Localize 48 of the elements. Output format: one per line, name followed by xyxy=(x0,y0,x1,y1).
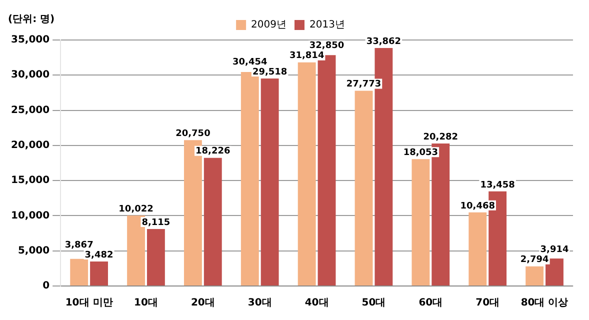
legend-label: 2009년 xyxy=(251,20,287,31)
bar xyxy=(146,228,165,286)
bar xyxy=(468,212,487,286)
data-label: 10,468 xyxy=(460,201,495,212)
bar xyxy=(70,258,88,286)
data-label: 13,458 xyxy=(480,180,515,190)
data-label: 30,454 xyxy=(232,57,268,68)
y-tick-label: 35,000 xyxy=(10,34,50,46)
bar xyxy=(260,78,279,286)
data-label: 18,226 xyxy=(196,146,230,157)
data-label: 18,053 xyxy=(403,148,438,158)
data-label: 10,022 xyxy=(118,204,154,214)
y-tick-label: 15,000 xyxy=(10,175,50,186)
y-tick-label: 10,000 xyxy=(10,210,50,222)
x-tick-label: 80대 이상 xyxy=(520,298,568,309)
y-tick-label: 30,000 xyxy=(10,70,50,81)
x-tick-label: 30대 xyxy=(248,298,272,309)
bar xyxy=(90,262,108,286)
y-tick-label: 5,000 xyxy=(18,245,50,256)
x-tick-label: 40대 xyxy=(304,298,329,309)
data-label: 20,750 xyxy=(176,129,210,139)
y-tick-label: 0 xyxy=(42,280,50,292)
legend-label: 2013년 xyxy=(310,20,345,31)
x-tick-label: 50대 xyxy=(362,298,386,309)
data-label: 3,482 xyxy=(84,250,114,260)
data-label: 20,282 xyxy=(423,132,458,142)
bar xyxy=(298,62,316,286)
data-label: 3,914 xyxy=(540,245,569,256)
bar xyxy=(354,90,373,286)
data-label: 2,794 xyxy=(520,255,549,266)
bar xyxy=(204,158,222,286)
x-tick-label: 70대 xyxy=(476,298,500,309)
data-label: 27,773 xyxy=(346,80,382,90)
bar xyxy=(412,159,430,286)
x-tick-label: 60대 xyxy=(418,298,443,309)
y-tick-label: 20,000 xyxy=(10,140,50,152)
data-label: 29,518 xyxy=(252,67,288,78)
x-tick-label: 10대 xyxy=(134,298,158,309)
x-tick-label: 20대 xyxy=(190,298,215,309)
data-label: 32,850 xyxy=(309,41,344,52)
text: (단위: 명) xyxy=(8,14,55,25)
bar xyxy=(526,266,544,286)
data-label: 33,862 xyxy=(366,36,402,47)
data-label: 8,115 xyxy=(142,218,170,228)
data-label: 3,867 xyxy=(64,240,94,250)
y-tick-label: 25,000 xyxy=(10,104,50,116)
x-tick-label: 10대 미만 xyxy=(65,298,113,309)
data-label: 31,814 xyxy=(289,51,324,62)
